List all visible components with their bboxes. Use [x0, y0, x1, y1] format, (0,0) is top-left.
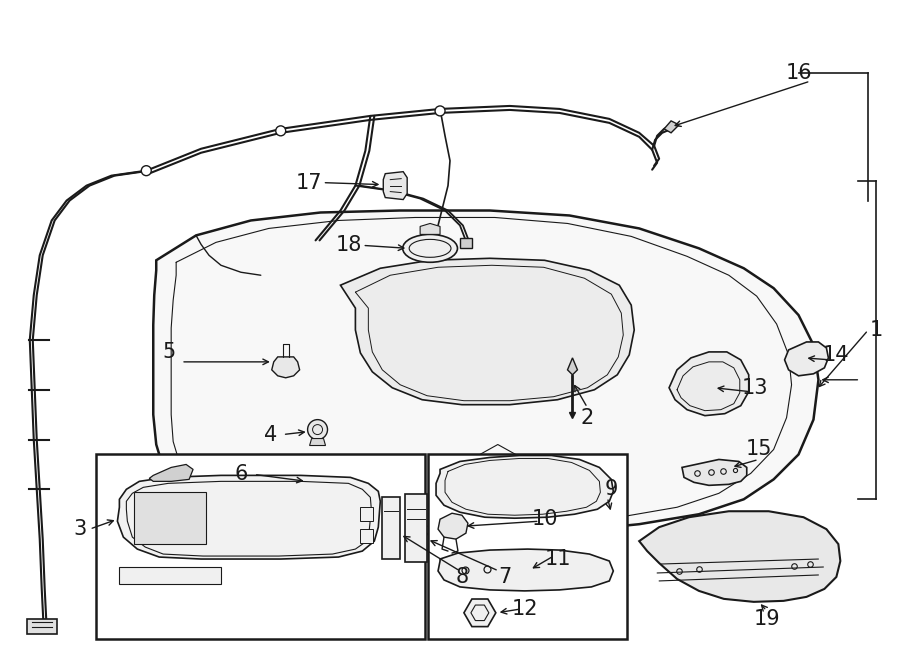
Polygon shape: [272, 357, 300, 378]
Circle shape: [275, 126, 285, 136]
Polygon shape: [460, 239, 472, 249]
Text: 6: 6: [234, 465, 248, 485]
Polygon shape: [360, 529, 373, 543]
Text: 2: 2: [580, 408, 594, 428]
Polygon shape: [27, 619, 57, 634]
Polygon shape: [639, 511, 841, 602]
Polygon shape: [669, 352, 749, 416]
Polygon shape: [117, 475, 381, 559]
Polygon shape: [120, 567, 221, 584]
Polygon shape: [383, 172, 407, 200]
Bar: [428, 455, 627, 639]
Polygon shape: [360, 507, 373, 521]
Bar: [96, 455, 425, 639]
Polygon shape: [436, 455, 613, 518]
Bar: [405, 494, 428, 562]
Text: 8: 8: [455, 567, 469, 587]
Ellipse shape: [402, 235, 457, 262]
Text: 5: 5: [163, 342, 176, 362]
Text: 18: 18: [335, 235, 362, 255]
Circle shape: [435, 106, 445, 116]
Text: 7: 7: [498, 567, 511, 587]
Text: 19: 19: [753, 609, 780, 629]
Bar: [134, 492, 206, 544]
Text: 1: 1: [869, 320, 883, 340]
Text: 11: 11: [544, 549, 571, 569]
Polygon shape: [153, 210, 818, 534]
Polygon shape: [420, 223, 440, 235]
Text: 12: 12: [511, 599, 538, 619]
Text: 9: 9: [605, 479, 618, 499]
Ellipse shape: [307, 471, 355, 497]
Polygon shape: [785, 342, 828, 376]
Text: 10: 10: [531, 509, 558, 529]
Polygon shape: [310, 438, 326, 446]
Polygon shape: [438, 513, 468, 539]
Text: 6: 6: [322, 478, 330, 491]
Text: 14: 14: [824, 345, 850, 365]
Text: 15: 15: [745, 440, 772, 459]
Text: 13: 13: [742, 377, 768, 398]
Polygon shape: [438, 549, 613, 591]
Polygon shape: [682, 459, 747, 485]
Text: 17: 17: [295, 173, 322, 192]
Text: 4: 4: [264, 424, 277, 445]
Text: 3: 3: [73, 519, 86, 539]
Circle shape: [308, 420, 328, 440]
Polygon shape: [340, 258, 634, 405]
Bar: [382, 497, 400, 559]
Text: 16: 16: [785, 63, 812, 83]
Polygon shape: [664, 121, 679, 133]
Polygon shape: [149, 465, 194, 481]
Polygon shape: [568, 358, 578, 375]
Circle shape: [141, 166, 151, 176]
